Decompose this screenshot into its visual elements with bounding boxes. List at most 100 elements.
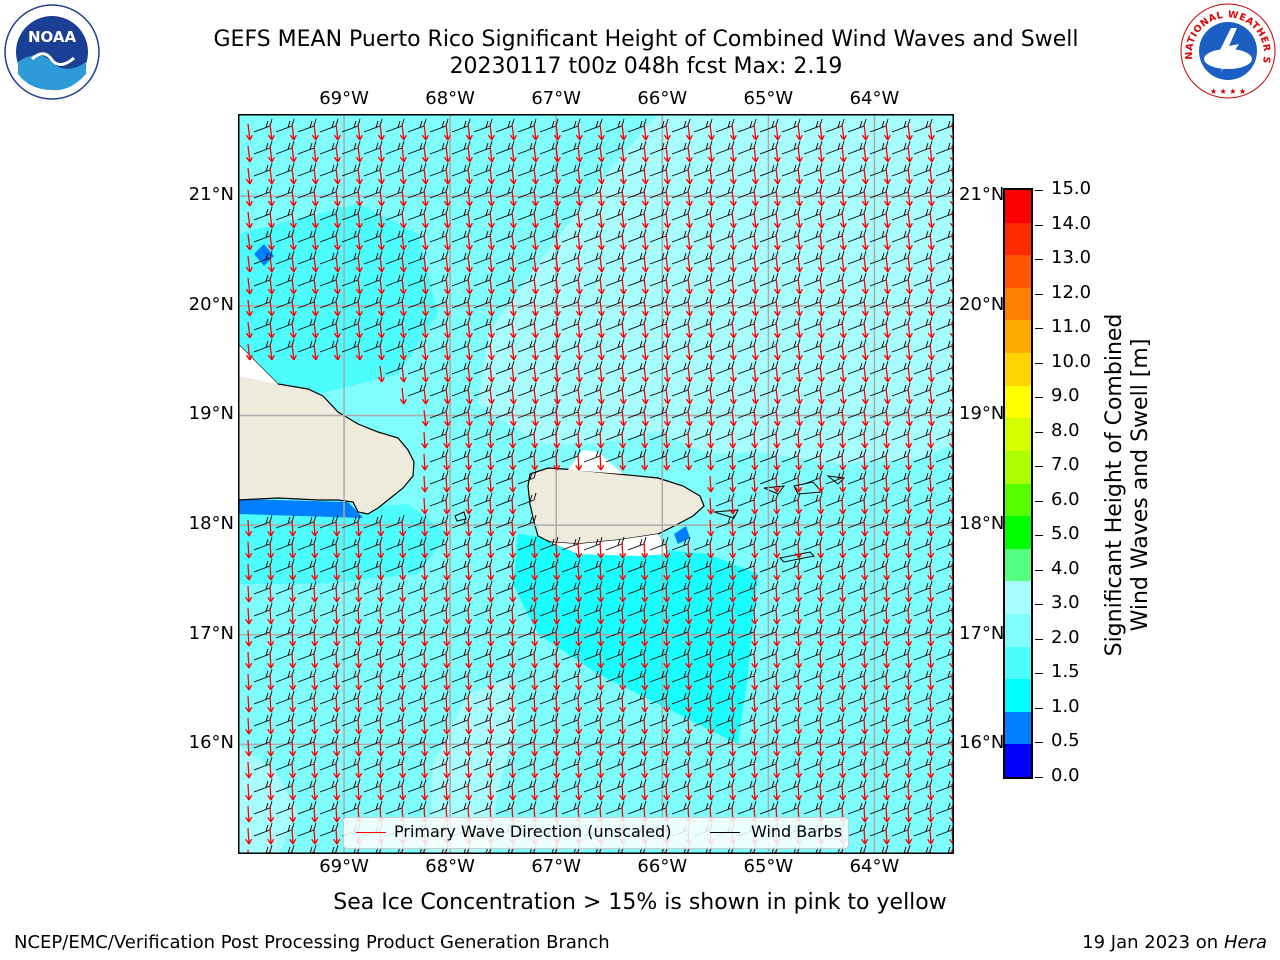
wave-direction-arrow bbox=[861, 255, 869, 273]
wave-direction-arrow bbox=[553, 541, 561, 559]
wave-direction-arrow bbox=[707, 585, 715, 603]
wave-direction-arrow bbox=[883, 585, 891, 603]
wave-direction-arrow bbox=[751, 233, 759, 251]
wave-direction-arrow bbox=[311, 739, 319, 757]
wave-direction-arrow bbox=[443, 585, 451, 603]
wave-direction-arrow bbox=[333, 761, 341, 779]
wave-direction-arrow bbox=[245, 167, 253, 185]
wave-direction-arrow bbox=[663, 255, 671, 273]
wave-direction-arrow bbox=[883, 189, 891, 207]
colorbar-tick-label: 0.0 bbox=[1051, 765, 1080, 786]
wave-direction-arrow bbox=[751, 673, 759, 691]
wave-direction-arrow bbox=[421, 167, 429, 185]
wave-direction-arrow bbox=[817, 497, 825, 515]
wave-direction-arrow bbox=[817, 233, 825, 251]
wave-direction-arrow bbox=[685, 167, 693, 185]
wave-direction-arrow bbox=[553, 211, 561, 229]
wave-direction-arrow bbox=[443, 409, 451, 427]
wave-direction-arrow bbox=[311, 651, 319, 669]
wave-direction-arrow bbox=[773, 277, 781, 295]
wave-direction-arrow bbox=[795, 519, 803, 537]
wave-direction-arrow bbox=[333, 343, 341, 361]
colorbar-tick bbox=[1035, 500, 1043, 502]
wave-direction-arrow bbox=[377, 145, 385, 163]
colorbar-segment bbox=[1005, 418, 1031, 452]
wave-direction-arrow bbox=[751, 453, 759, 471]
wave-direction-arrow bbox=[355, 189, 363, 207]
wave-direction-arrow bbox=[883, 387, 891, 405]
latitude-tick-label: 20°N bbox=[188, 293, 234, 315]
wave-direction-arrow bbox=[773, 497, 781, 515]
colorbar-tick-label: 12.0 bbox=[1051, 281, 1092, 303]
wave-direction-arrow bbox=[927, 255, 935, 273]
wave-direction-arrow bbox=[553, 761, 561, 779]
longitude-tick-label: 69°W bbox=[319, 88, 369, 109]
wave-direction-arrow bbox=[267, 827, 275, 845]
wave-direction-arrow bbox=[905, 387, 913, 405]
wave-direction-arrow bbox=[487, 123, 495, 141]
wave-direction-arrow bbox=[487, 673, 495, 691]
wave-direction-arrow bbox=[333, 233, 341, 251]
wave-direction-arrow bbox=[729, 145, 737, 163]
wave-direction-arrow bbox=[597, 673, 605, 691]
wave-direction-arrow bbox=[377, 365, 385, 383]
colorbar-tick-label: 0.5 bbox=[1051, 730, 1080, 752]
wave-direction-arrow bbox=[619, 255, 627, 273]
wave-direction-arrow bbox=[355, 629, 363, 647]
latitude-tick-label: 17°N bbox=[959, 622, 1005, 644]
wave-direction-arrow bbox=[927, 145, 935, 163]
wave-direction-arrow bbox=[377, 211, 385, 229]
wave-direction-arrow bbox=[641, 387, 649, 405]
wave-direction-arrow bbox=[443, 145, 451, 163]
wave-direction-arrow bbox=[487, 409, 495, 427]
wave-direction-arrow bbox=[663, 123, 671, 141]
wave-direction-arrow bbox=[597, 233, 605, 251]
wave-direction-arrow bbox=[289, 167, 297, 185]
wave-direction-arrow bbox=[267, 717, 275, 735]
wave-direction-arrow bbox=[289, 343, 297, 361]
wave-direction-arrow bbox=[289, 563, 297, 581]
wave-direction-arrow bbox=[443, 651, 451, 669]
wave-direction-arrow bbox=[377, 717, 385, 735]
wave-direction-arrow bbox=[839, 277, 847, 295]
wave-direction-arrow bbox=[905, 453, 913, 471]
wave-direction-arrow bbox=[509, 695, 517, 713]
wave-direction-arrow bbox=[355, 563, 363, 581]
wave-direction-arrow bbox=[333, 255, 341, 273]
wave-direction-arrow bbox=[773, 145, 781, 163]
wave-direction-arrow bbox=[421, 299, 429, 317]
wave-direction-arrow bbox=[927, 299, 935, 317]
wave-direction-arrow bbox=[751, 717, 759, 735]
wave-direction-arrow bbox=[773, 585, 781, 603]
wave-direction-arrow bbox=[399, 299, 407, 317]
wave-direction-arrow bbox=[883, 475, 891, 493]
wave-direction-arrow bbox=[883, 145, 891, 163]
wave-direction-arrow bbox=[839, 475, 847, 493]
wave-direction-arrow bbox=[289, 827, 297, 845]
wave-direction-arrow bbox=[707, 519, 715, 537]
wave-direction-arrow bbox=[883, 299, 891, 317]
wave-direction-arrow bbox=[487, 585, 495, 603]
wave-direction-arrow bbox=[839, 387, 847, 405]
wave-direction-arrow bbox=[839, 563, 847, 581]
wave-direction-arrow bbox=[773, 783, 781, 801]
wave-direction-arrow bbox=[487, 189, 495, 207]
wave-direction-arrow bbox=[465, 255, 473, 273]
wave-direction-arrow bbox=[245, 673, 253, 691]
wave-direction-arrow bbox=[575, 563, 583, 581]
colorbar-tick-label: 1.0 bbox=[1051, 695, 1080, 717]
wave-direction-arrow bbox=[641, 145, 649, 163]
wave-direction-arrow bbox=[641, 717, 649, 735]
footer-date-text: 19 Jan 2023 on bbox=[1082, 932, 1224, 953]
wave-direction-arrow bbox=[421, 211, 429, 229]
wave-direction-arrow bbox=[575, 541, 583, 559]
wave-direction-arrow bbox=[509, 167, 517, 185]
wave-direction-arrow bbox=[487, 783, 495, 801]
wave-direction-arrow bbox=[883, 365, 891, 383]
wave-direction-arrow bbox=[729, 783, 737, 801]
wave-direction-arrow bbox=[443, 255, 451, 273]
wave-direction-arrow bbox=[443, 277, 451, 295]
wave-direction-arrow bbox=[597, 343, 605, 361]
wave-direction-arrow bbox=[619, 563, 627, 581]
wave-direction-arrow bbox=[685, 761, 693, 779]
